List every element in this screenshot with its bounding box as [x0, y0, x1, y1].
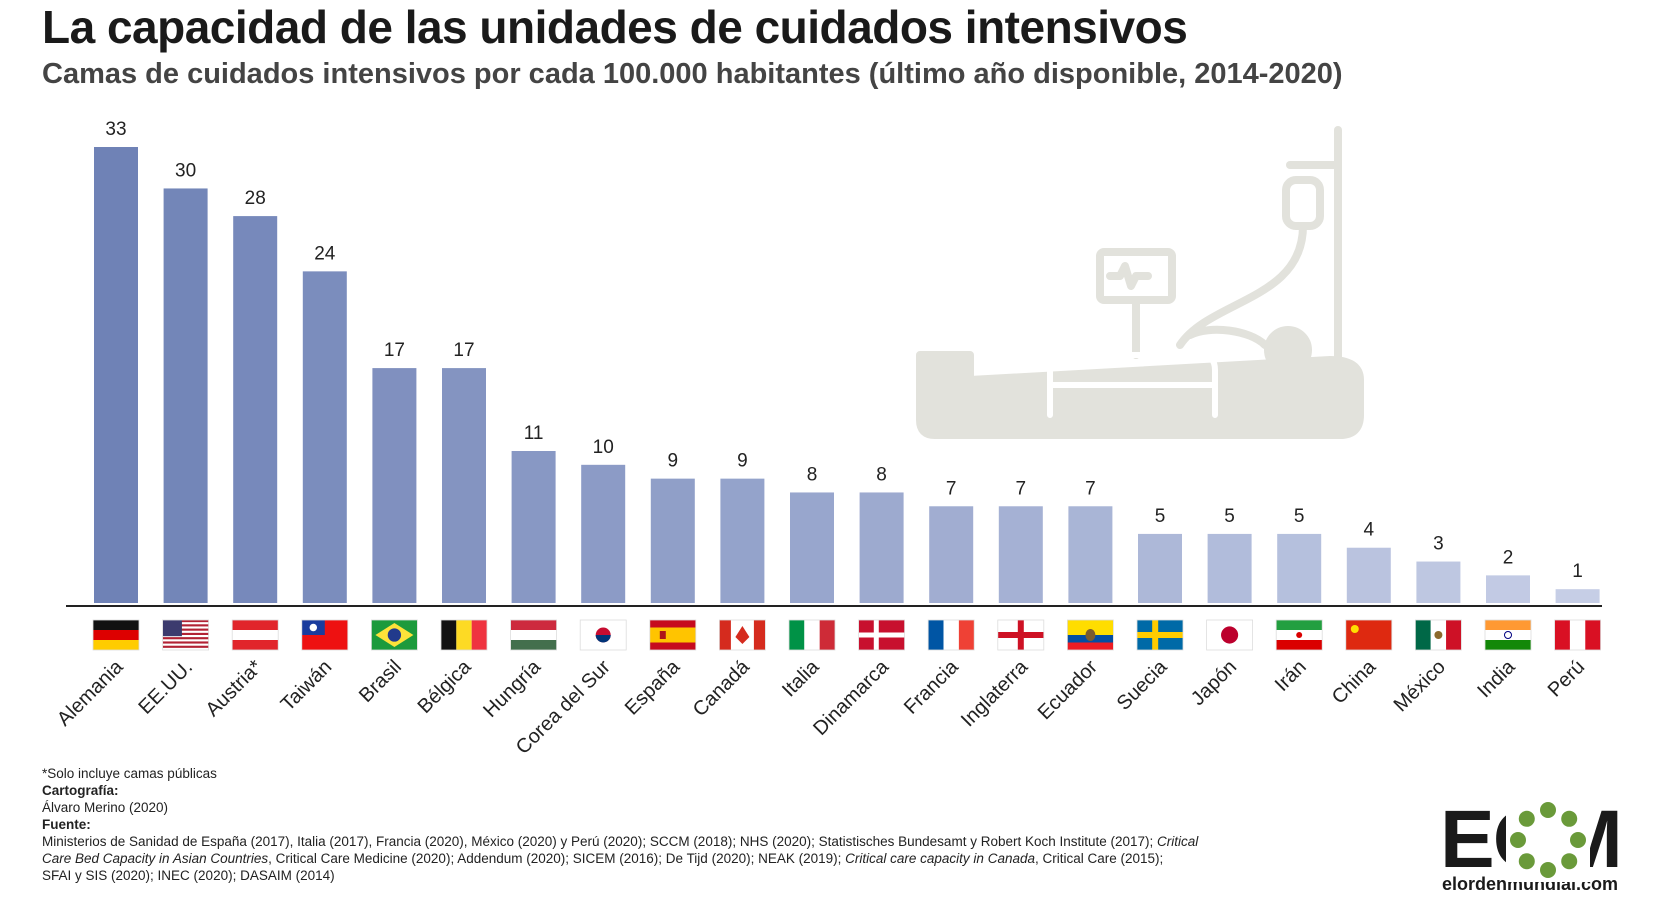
category-label: Italia — [778, 655, 824, 701]
bar — [94, 147, 138, 603]
category-label: Inglaterra — [957, 655, 1033, 731]
category-label: Dinamarca — [809, 655, 894, 740]
bar-value-label: 5 — [1155, 506, 1166, 527]
usa-flag-icon — [162, 619, 210, 651]
denmark-flag-icon — [858, 619, 905, 651]
spain-flag-icon — [649, 619, 697, 651]
canada-flag-icon — [719, 619, 766, 651]
category-label: Austria* — [202, 656, 267, 721]
category-label: Hungría — [479, 655, 545, 721]
category-label: Bélgica — [414, 655, 477, 718]
category-label: Brasil — [355, 656, 406, 707]
belgium-flag-icon — [440, 619, 488, 651]
category-label: India — [1473, 655, 1520, 702]
mexico-flag-icon — [1415, 619, 1462, 651]
logo-dots-icon — [1506, 798, 1590, 882]
bar-value-label: 4 — [1364, 520, 1375, 541]
india-flag-icon — [1484, 619, 1532, 651]
south-korea-flag-icon — [579, 619, 627, 651]
ecuador-flag-icon — [1067, 619, 1114, 651]
sweden-flag-icon — [1136, 619, 1184, 651]
eom-logo: EOM elordenmundial.com — [1440, 798, 1660, 895]
bar — [1555, 589, 1600, 603]
germany-flag-icon — [92, 619, 140, 651]
chart-subtitle: Camas de cuidados intensivos por cada 10… — [42, 58, 1343, 90]
hungary-flag-icon — [510, 619, 558, 651]
bar-value-label: 24 — [314, 243, 336, 264]
bar — [1207, 533, 1252, 603]
bar — [442, 368, 486, 603]
cartography-heading: Cartografía: — [42, 783, 119, 798]
category-label: Ecuador — [1034, 656, 1102, 724]
england-flag-icon — [997, 619, 1045, 651]
brazil-flag-icon — [370, 619, 418, 651]
category-label: Taiwán — [277, 656, 337, 716]
category-label: Irán — [1271, 656, 1311, 696]
category-label: Japón — [1187, 656, 1241, 710]
bar-value-label: 1 — [1572, 561, 1583, 582]
bar-value-label: 7 — [946, 478, 957, 499]
bar — [859, 492, 904, 603]
china-flag-icon — [1345, 619, 1393, 651]
bar — [372, 368, 417, 603]
category-label: Canadá — [689, 655, 755, 721]
category-label: México — [1390, 656, 1450, 716]
bar — [1277, 533, 1322, 603]
category-label: Suecia — [1113, 655, 1172, 714]
bar — [790, 492, 834, 603]
bar-value-label: 5 — [1224, 506, 1235, 527]
austria-flag-icon — [231, 619, 279, 651]
source-text: Ministerios de Sanidad de España (2017),… — [42, 834, 1199, 883]
bar-value-label: 9 — [737, 451, 748, 472]
category-label: España — [621, 655, 685, 719]
bar — [163, 188, 208, 604]
france-flag-icon — [927, 619, 975, 651]
bar-value-label: 30 — [175, 160, 196, 181]
bar-value-label: 33 — [105, 119, 126, 140]
bar-value-label: 28 — [245, 188, 266, 209]
bar — [1138, 533, 1182, 603]
peru-flag-icon — [1554, 619, 1601, 651]
bar-value-label: 9 — [668, 451, 679, 472]
bar — [511, 451, 556, 603]
category-label: Francia — [900, 655, 963, 718]
bar-value-label: 5 — [1294, 506, 1305, 527]
chart-notes: *Solo incluye camas públicas Cartografía… — [42, 765, 1402, 884]
bar — [1346, 547, 1391, 603]
bar — [302, 271, 347, 603]
category-label: EE.UU. — [134, 656, 197, 719]
bar — [650, 478, 695, 603]
category-label: Alemania — [53, 655, 128, 730]
japan-flag-icon — [1206, 619, 1253, 651]
iran-flag-icon — [1275, 619, 1323, 651]
italy-flag-icon — [788, 619, 836, 651]
bar — [1416, 561, 1461, 603]
bar-value-label: 8 — [807, 464, 818, 485]
bar-value-label: 7 — [1085, 478, 1096, 499]
bar-value-label: 2 — [1503, 547, 1514, 568]
taiwan-flag-icon — [301, 619, 349, 651]
bar-value-label: 11 — [524, 423, 544, 444]
hospital-bed-icon — [916, 126, 1364, 439]
source-heading: Fuente: — [42, 817, 91, 832]
bar-value-label: 17 — [384, 340, 405, 361]
category-label: China — [1328, 655, 1381, 708]
bar-value-label: 3 — [1433, 534, 1444, 555]
category-label: Perú — [1544, 656, 1589, 701]
cartography-credit: Álvaro Merino (2020) — [42, 800, 169, 815]
bar — [581, 464, 626, 603]
chart-title: La capacidad de las unidades de cuidados… — [42, 1, 1188, 53]
bar — [720, 478, 765, 603]
bar — [998, 506, 1043, 603]
bar — [929, 506, 974, 603]
bar-value-label: 7 — [1016, 478, 1027, 499]
bar-value-label: 8 — [876, 464, 887, 485]
bar — [1068, 506, 1113, 603]
bar — [1486, 575, 1530, 603]
bar-value-label: 17 — [453, 340, 474, 361]
footnote: *Solo incluye camas públicas — [42, 766, 217, 781]
bar — [233, 216, 278, 603]
bar-value-label: 10 — [593, 437, 614, 458]
